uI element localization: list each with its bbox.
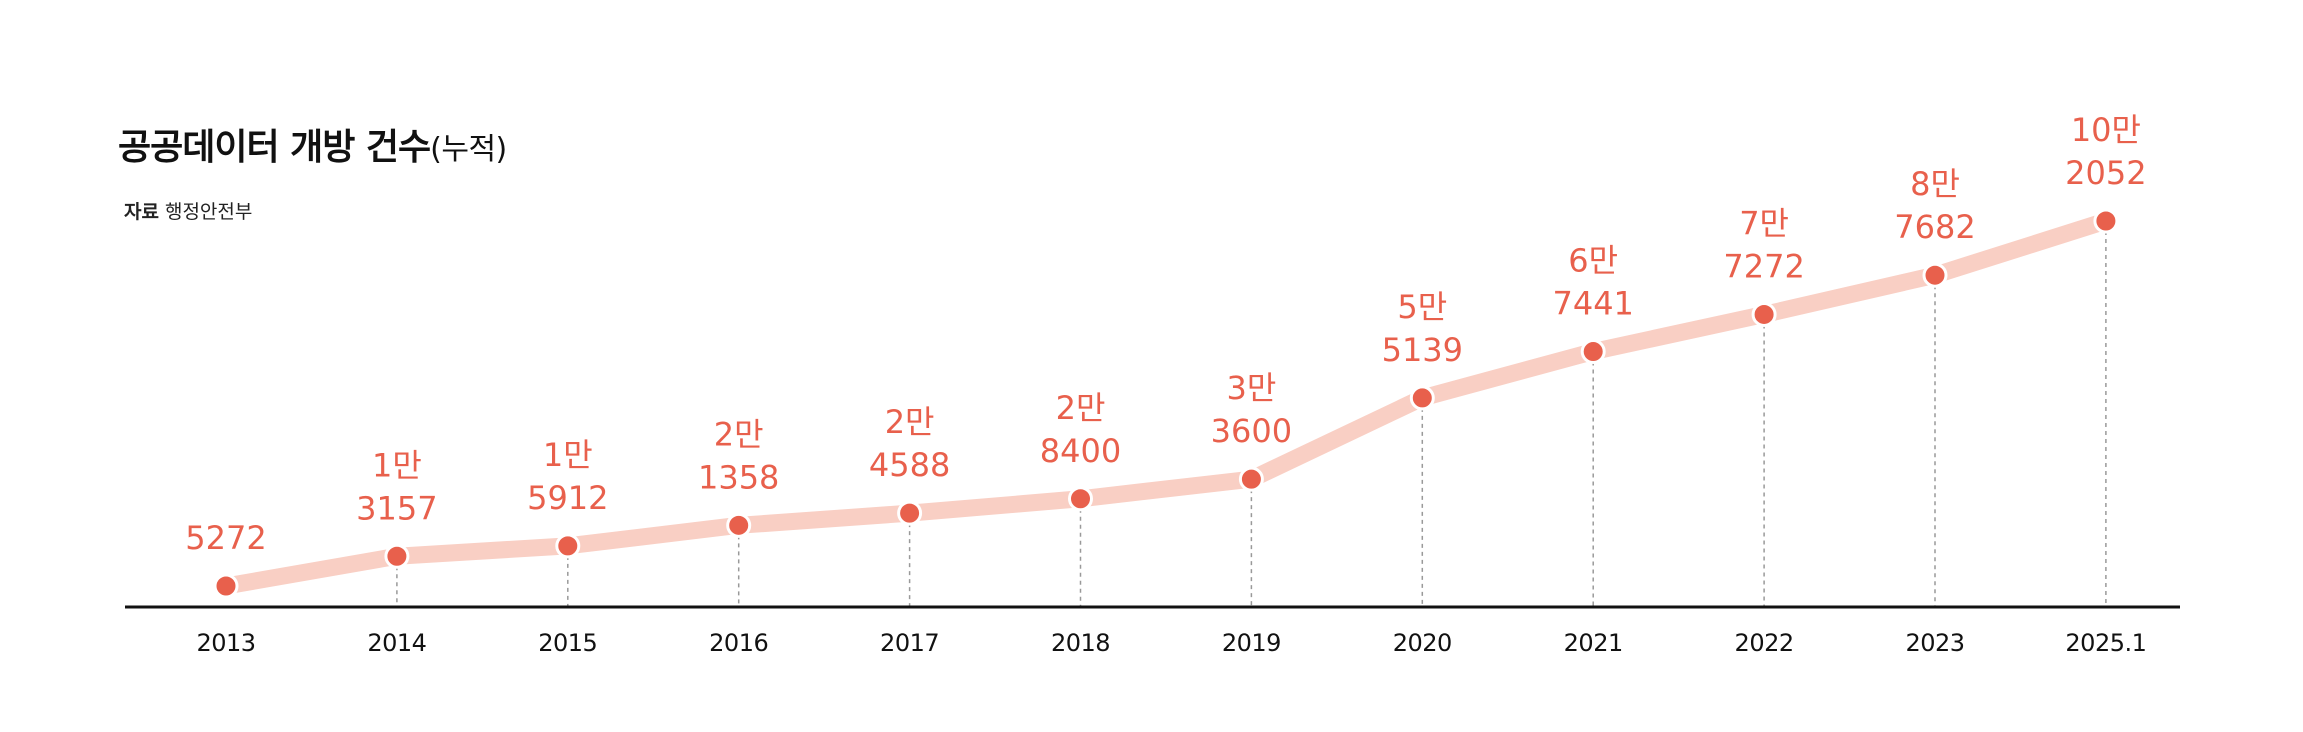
data-point-2013 [213, 573, 239, 599]
source-value: 행정안전부 [164, 201, 253, 223]
data-point-2014 [384, 543, 410, 569]
data-label: 1만 [543, 436, 593, 474]
series-line [217, 212, 2115, 595]
data-label: 1만 [372, 446, 422, 484]
data-label: 5272 [185, 519, 266, 557]
x-tick-label: 2025.1 [2065, 629, 2146, 657]
data-label: 7441 [1552, 285, 1633, 323]
x-tick-label: 2016 [709, 629, 768, 657]
data-label: 7만 [1739, 204, 1789, 242]
data-label: 7272 [1723, 247, 1804, 285]
data-label: 4588 [869, 446, 950, 484]
data-point-2021 [1580, 339, 1606, 365]
chart-source: 자료 행정안전부 [124, 197, 252, 224]
data-label: 7682 [1894, 208, 1975, 246]
chart-title-suffix: (누적) [430, 132, 507, 167]
data-point-2015 [555, 533, 581, 559]
data-label: 5만 [1397, 288, 1447, 326]
data-label: 3600 [1211, 412, 1292, 450]
data-label: 1358 [698, 458, 779, 496]
x-tick-label: 2014 [367, 629, 426, 657]
data-point-2020 [1409, 385, 1435, 411]
data-point-2025.1 [2093, 208, 2119, 234]
source-label: 자료 [124, 201, 159, 223]
x-tick-label: 2022 [1735, 629, 1794, 657]
data-label: 5912 [527, 479, 608, 517]
data-label: 2052 [2065, 154, 2146, 192]
x-tick-label: 2023 [1905, 629, 1964, 657]
data-label: 10만 [2071, 111, 2141, 149]
x-tick-label: 2018 [1051, 629, 1110, 657]
data-point-2022 [1751, 301, 1777, 327]
data-point-2023 [1922, 262, 1948, 288]
data-point-2018 [1068, 486, 1093, 512]
data-label: 8만 [1910, 165, 1960, 203]
chart-title: 공공데이터 개방 건수(누적) [118, 118, 507, 170]
x-tick-label: 2013 [196, 629, 255, 657]
x-tick-label: 2020 [1393, 629, 1452, 657]
x-tick-label: 2019 [1222, 629, 1281, 657]
data-label: 2만 [714, 415, 764, 453]
data-label: 6만 [1568, 242, 1618, 280]
x-tick-label: 2015 [538, 629, 597, 657]
data-label: 3만 [1226, 369, 1276, 407]
data-label: 5139 [1382, 331, 1463, 369]
data-point-2017 [897, 500, 923, 526]
data-point-2016 [726, 512, 752, 538]
chart-title-main: 공공데이터 개방 건수 [118, 127, 431, 168]
data-label: 2만 [885, 403, 935, 441]
data-label: 3157 [356, 489, 437, 527]
x-tick-label: 2017 [880, 629, 939, 657]
x-tick-label: 2021 [1564, 629, 1623, 657]
data-label: 8400 [1040, 432, 1121, 470]
data-point-2019 [1238, 466, 1264, 492]
data-label: 2만 [1056, 389, 1106, 427]
